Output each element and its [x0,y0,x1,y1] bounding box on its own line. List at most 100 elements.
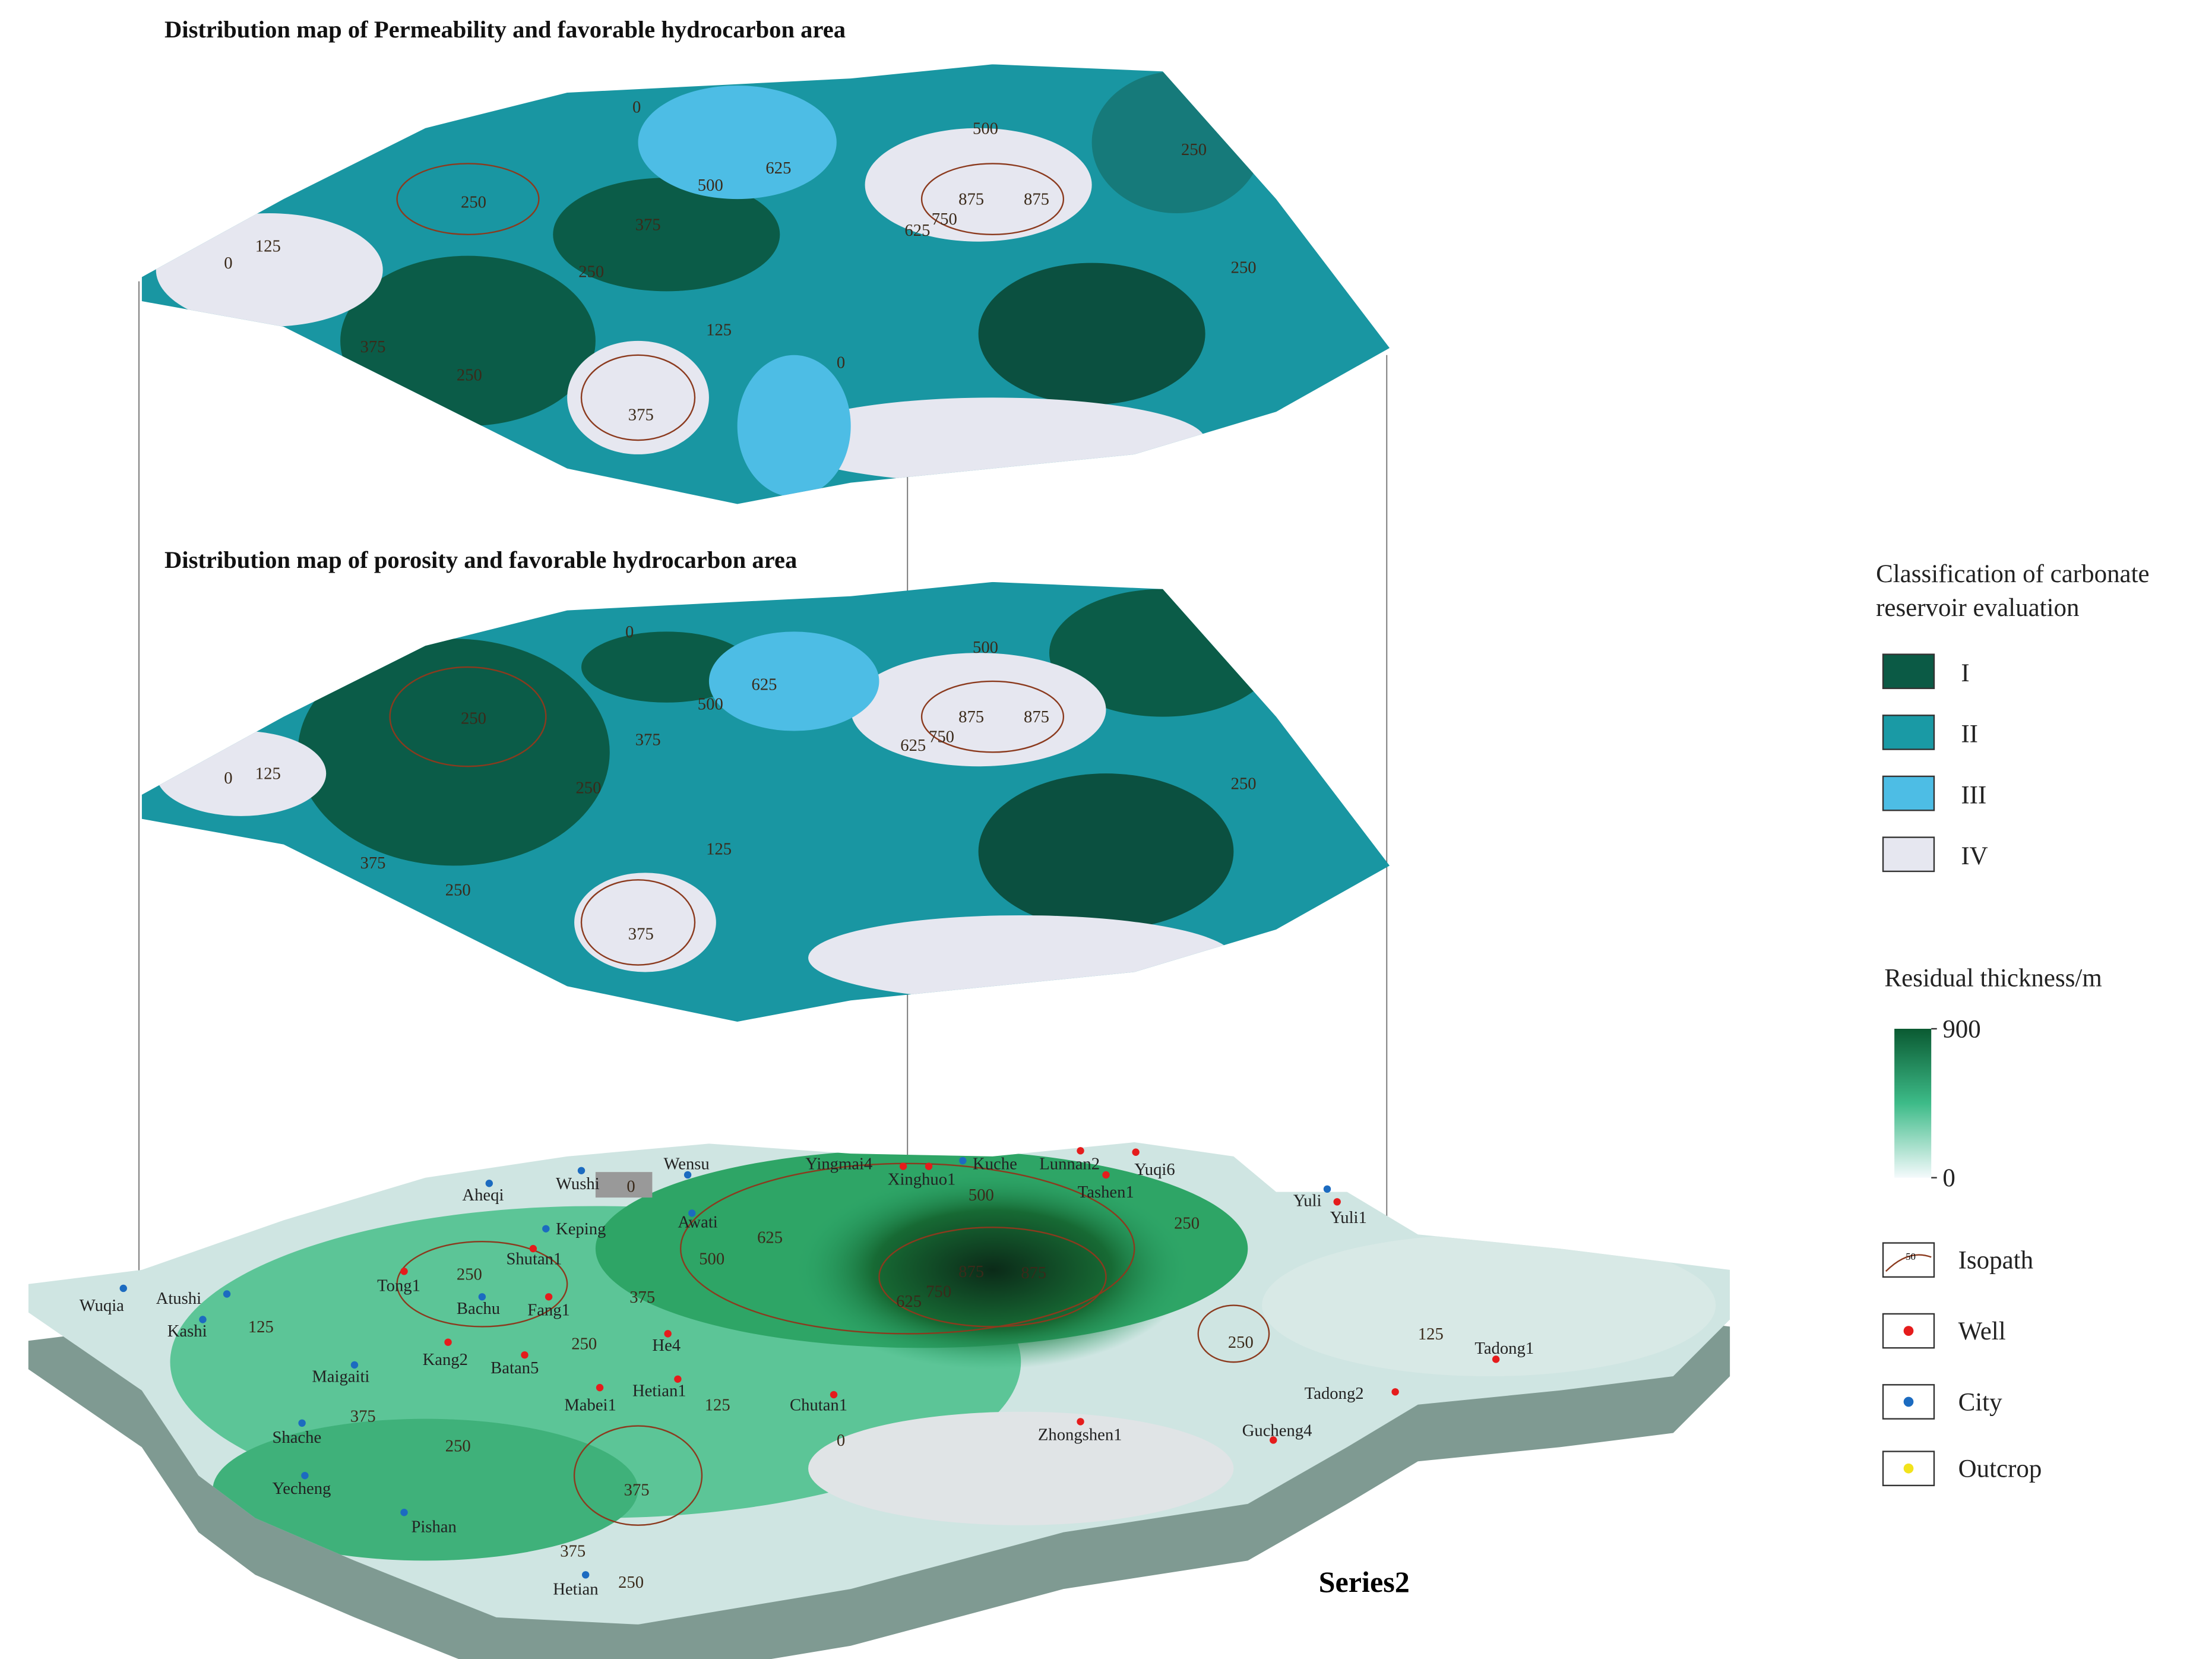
contour-label: 250 [578,262,604,281]
city-marker [298,1419,306,1427]
contour-label: 250 [461,192,486,211]
city-marker [301,1471,309,1480]
city-label: Shache [272,1428,321,1447]
locations: Wuqia Atushi Kashi Aheqi Wushi Wensu Keping Awa… [80,1147,1534,1599]
series-label: Series2 [1319,1565,1410,1598]
legend-swatch [1882,715,1935,750]
contour-label: 500 [698,695,723,714]
city-label: Wushi [556,1174,600,1193]
city-label: Pishan [411,1518,456,1537]
contour-label: 250 [445,881,471,900]
legend-title: reservoir evaluation [1876,594,2079,622]
well-label: Chutan1 [790,1395,847,1414]
legend-symbol-box [1882,1242,1935,1278]
well-marker [1077,1147,1084,1155]
city-label: Bachu [457,1299,500,1318]
well-label: Xinghuo1 [888,1170,956,1189]
well-label: Tong1 [377,1276,420,1295]
legend-title: Classification of carbonate [1876,560,2150,588]
legend-label: III [1961,781,1986,809]
legend-label: II [1961,721,1978,748]
well-label: Fang1 [527,1300,570,1319]
contour-label: 250 [461,709,486,728]
city-label: Aheqi [462,1186,504,1205]
city-marker [223,1290,231,1298]
contour-label: 0 [224,254,232,273]
city-label: Wuqia [80,1296,124,1315]
well-marker [664,1330,672,1338]
legend-label: Isopath [1958,1247,2034,1275]
contour-label: 625 [896,1292,922,1311]
contour-label: 750 [929,728,954,747]
well-label: Lunnan2 [1039,1154,1100,1173]
city-label: Hetian [553,1580,598,1599]
well-marker [1333,1198,1341,1206]
contour-label: 500 [698,176,723,195]
city-marker [350,1361,359,1369]
city-label: Yecheng [272,1479,331,1498]
well-label: Tadong2 [1305,1384,1364,1403]
contour-label: 125 [248,1317,274,1336]
well-label: Tashen1 [1078,1183,1134,1202]
legend-title: Residual thickness/m [1884,964,2102,992]
city-label: Wensu [664,1154,710,1173]
well-marker [899,1162,907,1170]
contour-label: 875 [958,707,984,726]
well-marker [596,1383,604,1392]
contour-label: 125 [706,839,732,858]
well-marker [1102,1171,1110,1179]
contour-label: 625 [765,159,791,178]
city-label: Kashi [167,1322,207,1341]
legend-swatch [1882,775,1935,811]
contour-label: 875 [1021,1263,1046,1282]
contour-label: 375 [624,1481,650,1500]
well-marker [1391,1388,1399,1396]
contour-label: 375 [628,925,654,944]
city-label: Maigaiti [312,1367,369,1386]
contour-label: 0 [837,353,845,372]
legend-label: IV [1961,842,1988,870]
contour-label: 0 [632,97,641,116]
contour-label: 750 [926,1282,951,1301]
contour-label: 625 [904,221,930,240]
well-marker [1492,1355,1500,1363]
contour-label: 875 [958,1262,984,1281]
legend-symbol [1885,1254,1932,1272]
legend-label: Well [1958,1317,2006,1345]
legend-symbol [1903,1463,1914,1474]
legend-swatch [1882,653,1935,690]
contour-label: 250 [1231,258,1257,277]
city-marker [959,1156,967,1165]
well-marker [400,1268,408,1275]
contour-label: 0 [626,1177,635,1196]
legend-label: I [1961,659,1969,687]
city-marker [1323,1185,1331,1193]
colorbar-label: 0 [1942,1164,1955,1192]
contour-label: 250 [1181,140,1207,159]
city-label: Kuche [973,1154,1017,1173]
well-label: Zhongshen1 [1038,1425,1122,1444]
well-marker [1270,1436,1277,1444]
legend-label: City [1958,1388,2003,1416]
well-marker [444,1338,452,1346]
contour-label: 500 [969,1186,994,1205]
city-label: Yuli [1293,1191,1322,1210]
well-marker [521,1351,529,1359]
contour-label: 125 [255,764,281,783]
contour-label: 250 [575,779,601,798]
legend-symbol-box [1882,1384,1935,1420]
well-label: Yingmai4 [805,1154,872,1173]
city-marker [688,1209,696,1217]
outcrop-area [595,1172,653,1198]
well-marker [545,1293,553,1301]
porosity-map [141,582,1390,1022]
city-label: Awati [678,1212,717,1231]
contour-label: 375 [629,1288,655,1307]
city-marker [542,1225,550,1233]
contour-label: 125 [706,320,732,339]
contour-label: 250 [618,1573,644,1592]
colorbar-label: 900 [1942,1015,1980,1043]
city-label: Keping [556,1219,606,1238]
